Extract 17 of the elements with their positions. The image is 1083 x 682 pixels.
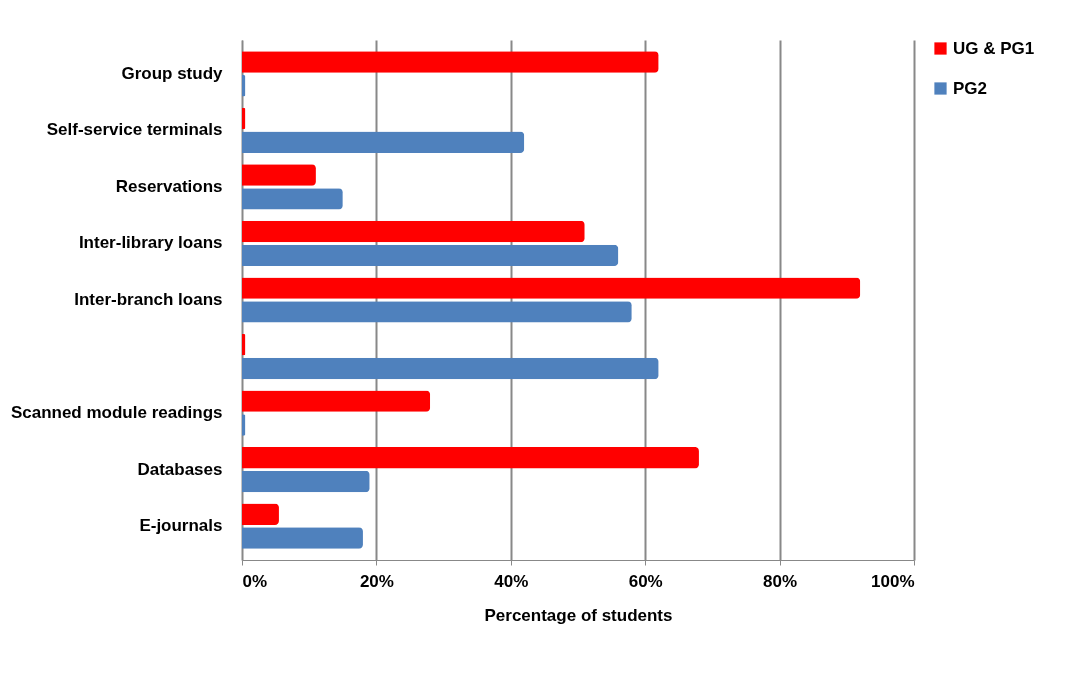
y-tick-label: Databases <box>137 459 223 479</box>
x-tick-label: 80% <box>763 571 798 591</box>
x-tick-label: 40% <box>494 571 529 591</box>
x-tick-label: 60% <box>628 571 663 591</box>
y-tick-label: Scanned module readings <box>10 403 223 423</box>
y-tick-label: Inter-branch loans <box>74 290 223 309</box>
x-tick-label: 20% <box>359 571 394 591</box>
legend-label: UG & PG1 <box>953 38 1035 58</box>
legend-label: PG2 <box>953 78 988 98</box>
y-tick-label: Self-service terminals <box>46 120 223 140</box>
y-tick-label: Inter-library loans <box>78 233 223 253</box>
y-tick-label: E-journals <box>139 516 223 536</box>
y-tick-label: Group study <box>121 63 224 83</box>
x-axis-title: Percentage of students <box>484 605 673 625</box>
y-tick-label: Reservations <box>115 176 223 196</box>
x-tick-label: 100% <box>871 571 915 591</box>
x-tick-label: 0% <box>242 571 268 591</box>
